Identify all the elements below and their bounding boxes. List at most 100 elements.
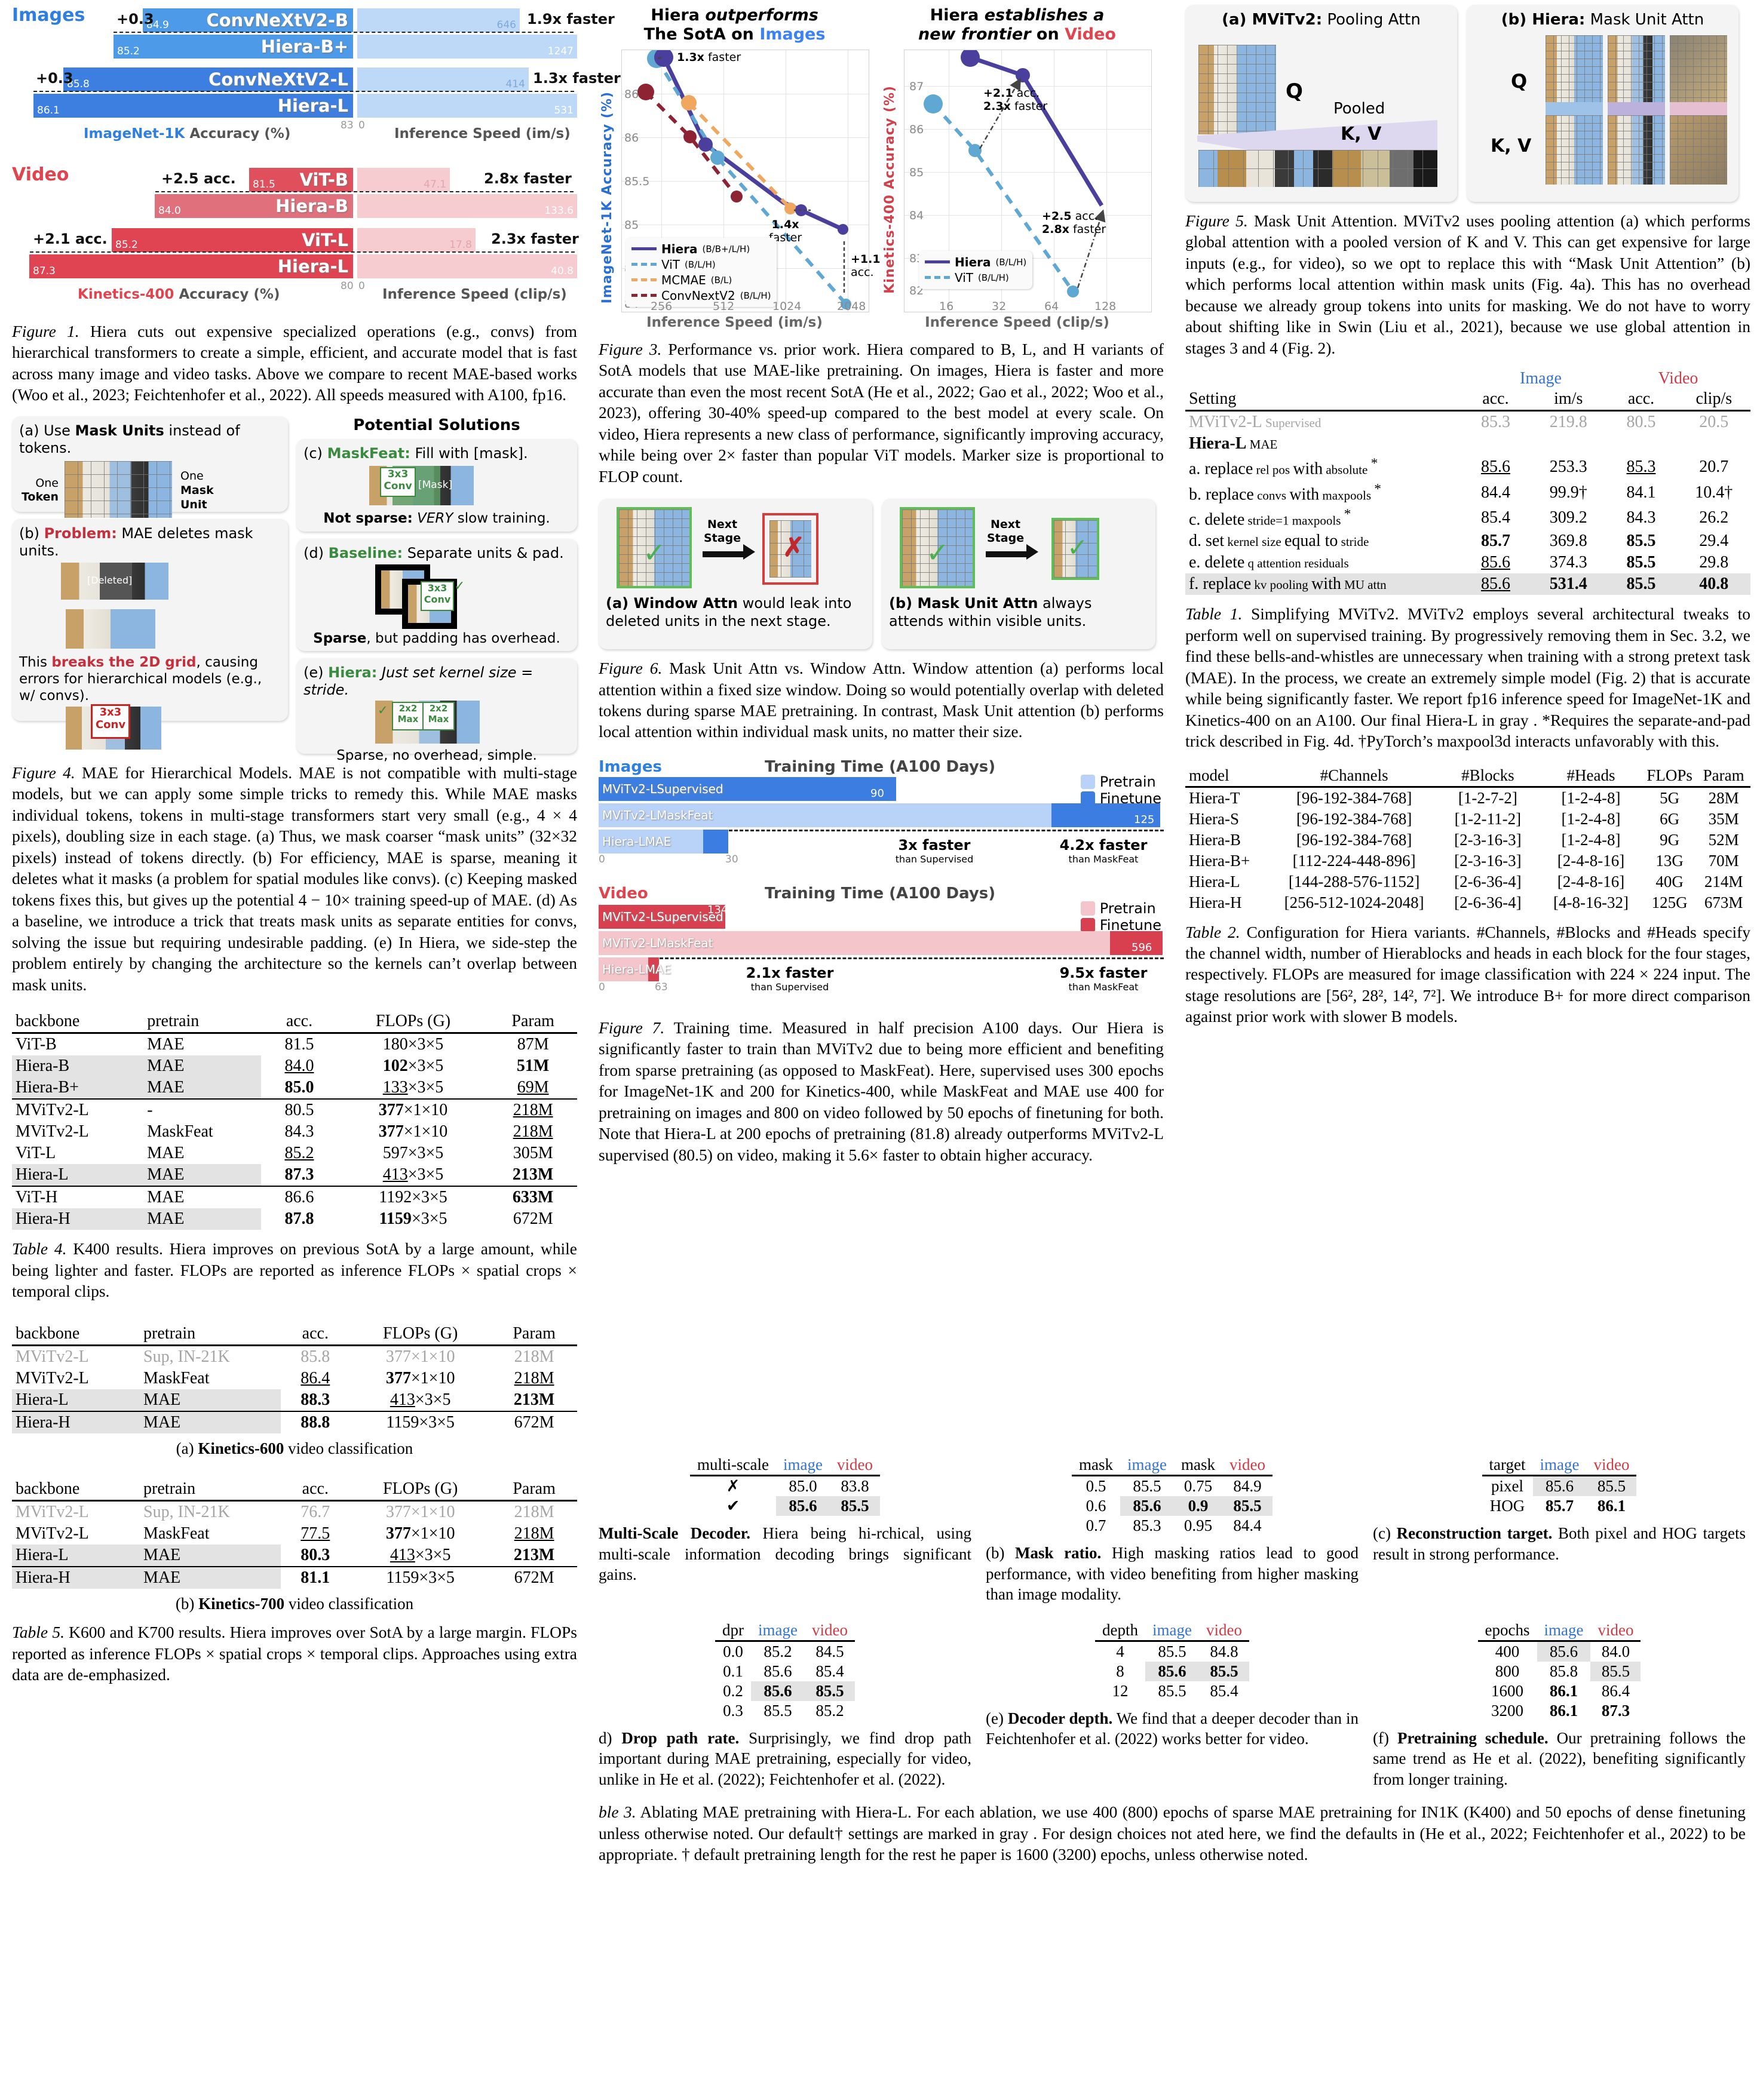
table-cell: 85.0 — [284, 1078, 314, 1097]
table-cell: MAE — [147, 1035, 185, 1054]
panel-b-caption: (b) Mask Unit Attn always attends within… — [889, 595, 1092, 630]
table-row: Hiera-T [96-192-384-768] [1-2-7-2] [1-2-4-8… — [1185, 787, 1750, 809]
column-header: depth — [1102, 1620, 1138, 1639]
accuracy-bar: ConvNeXtV2-L 85.8 — [63, 67, 353, 91]
figure7-images: Images Training Time (A100 Days) Pretrai… — [599, 758, 1164, 869]
chart-legend: Hiera (B/B+/L/H) ViT (B/L/H) MCMAE (B/L) Co… — [625, 237, 777, 307]
table-cell: 99.9† — [1549, 483, 1587, 502]
table-cell: MAE — [147, 1188, 185, 1207]
table-1: Image Video Setting acc. im/s acc. clip/… — [1185, 369, 1750, 595]
setting-cell: Hiera-L MAE — [1189, 434, 1278, 453]
table-row: Hiera-S [96-192-384-768] [1-2-11-2] [1-2-4-… — [1185, 809, 1750, 830]
ablation-cell: multi-scale image video ✗ 85.0 83.8 ✔ 85.6 85.5 M… — [599, 1455, 971, 1605]
table-cell: 672M — [514, 1413, 554, 1432]
figure-3-caption: Figure 3. Performance vs. prior work. Hi… — [599, 339, 1164, 486]
table-cell: [2-4-8-16] — [1557, 851, 1625, 870]
table-cell: 8 — [1116, 1662, 1124, 1680]
figure6-panel-b: ✓ Next Stage ✓ (b) Mask Unit Attn always … — [882, 499, 1155, 650]
speedup-note: 2.1x faster than Supervised — [746, 964, 834, 993]
ablation-table: dpr image video 0.0 85.2 84.5 0.1 85.6 85.4 0.2 85… — [715, 1620, 855, 1721]
figure1-bar-row: Hiera-L 87.3 40.8 — [12, 254, 577, 278]
table-cell: 253.3 — [1549, 458, 1587, 477]
panel-a-title: (a) MViTv2: Pooling Attn — [1222, 11, 1421, 29]
model-label: ConvNeXtV2-L — [208, 69, 348, 90]
table-row: 0.6 85.6 0.9 85.5 — [1072, 1496, 1273, 1516]
table-cell: 86.4 — [301, 1369, 330, 1388]
table-header-row: model #Channels #Blocks #Heads FLOPs Par… — [1189, 766, 1744, 784]
q-label: Q — [1286, 79, 1303, 104]
arrow-line — [660, 957, 1164, 959]
table-row: ✗ 85.0 83.8 — [690, 1475, 880, 1497]
accuracy-value: 81.5 — [253, 179, 275, 191]
table-cell: 85.4 — [1480, 508, 1510, 527]
figure7-images-axis-title: Training Time (A100 Days) — [765, 757, 996, 776]
finetune-bar — [1051, 803, 1160, 827]
speed-bar: 17.8 — [357, 228, 476, 252]
table-cell: 0.5 — [1086, 1477, 1106, 1495]
mask-unit-column-2 — [1608, 35, 1665, 185]
table-row: Hiera-H MAE 81.1 1159×3×5 672M — [12, 1567, 577, 1589]
mask-unit-column-3 — [1670, 35, 1727, 185]
table-row: 0.0 85.2 84.5 — [715, 1641, 855, 1662]
table-cell: 85.5 — [1198, 1661, 1249, 1681]
model-label: Hiera-LMAE — [602, 962, 672, 977]
arrow-line — [729, 829, 1164, 831]
mask-unit-image — [65, 461, 172, 518]
column-header: image — [1540, 1456, 1580, 1473]
legend-item: Pretrain — [1080, 900, 1161, 917]
table-cell: 84.1 — [1626, 483, 1656, 502]
table-cell: 85.6 — [751, 1681, 805, 1701]
table-cell: 800 — [1495, 1662, 1520, 1680]
table-row: b. replace convs with maxpools * 84.4 99.9… — [1185, 480, 1750, 505]
model-label: MViTv2-LSupervised — [602, 909, 723, 924]
check-icon: ✓ — [643, 538, 666, 569]
table-cell: 0.1 — [723, 1662, 743, 1680]
figure-6: ✓ Next Stage ✗ (a) Window Attn would leak… — [599, 499, 1164, 650]
acc-delta: +2.1 acc. — [33, 231, 108, 247]
table-cell: 377×1×10 — [385, 1503, 455, 1522]
table-cell: MViTv2-L — [16, 1524, 89, 1543]
figure7-bar-row: Hiera-LMAE — [599, 828, 1164, 855]
figure1-bar-row: ConvNeXtV2-B 84.9 646 +0.3 1.9x faster — [12, 8, 615, 32]
figure-7: Images Training Time (A100 Days) Pretrai… — [599, 758, 1164, 1009]
table-row: MViTv2-L Sup, IN-21K 76.7 377×1×10 218M — [12, 1500, 577, 1524]
column-header: video — [1598, 1620, 1634, 1639]
table-cell: 85.2 — [764, 1642, 792, 1660]
table-row: Hiera-H [256-512-1024-2048] [2-6-36-4] [4-8… — [1185, 892, 1750, 913]
panel-a-title: (a) Use Mask Units instead of tokens. — [19, 422, 240, 456]
table-cell: 85.6 — [775, 1496, 830, 1516]
table-row: a. replace rel pos with absolute * 85.6 25… — [1185, 455, 1750, 480]
ablation-table: target image video pixel 85.6 85.5 HOG 85.7 86.1 — [1482, 1455, 1637, 1516]
bar-value: 125 — [1134, 813, 1155, 826]
model-label: ViT-L — [302, 230, 348, 250]
ablation-row-2: dpr image video 0.0 85.2 84.5 0.1 85.6 85.4 0.2 85… — [599, 1620, 1746, 1790]
table-cell: 85.0 — [789, 1477, 817, 1495]
table-cell: 1600 — [1491, 1681, 1523, 1700]
pooled-kv-image — [1198, 150, 1437, 188]
table-cell: 213M — [513, 1390, 555, 1410]
table-cell: 4 — [1116, 1642, 1124, 1660]
table-cell: Hiera-L — [12, 1164, 144, 1187]
model-label: ViT-B — [299, 170, 348, 190]
table-cell: [2-6-36-4] — [1454, 893, 1522, 911]
arrow-icon — [986, 551, 1028, 558]
table-row: HOG 85.7 86.1 — [1482, 1496, 1637, 1516]
column-header: mask — [1079, 1456, 1113, 1473]
figure-4-caption: Figure 4. MAE for Hierarchical Models. M… — [12, 763, 577, 994]
column-header: image — [1127, 1456, 1167, 1473]
table-cell: 84.0 — [284, 1057, 314, 1076]
table-cell: 85.4 — [1210, 1681, 1238, 1700]
figure-5: (a) MViTv2: Pooling Attn Q Pooled K, V (… — [1185, 5, 1750, 202]
table-cell: 305M — [513, 1144, 553, 1163]
table-row: d. set kernel size equal to stride 85.7 36… — [1185, 530, 1750, 552]
column-header: multi-scale — [697, 1456, 769, 1473]
table-cell: [96-192-384-768] — [1296, 788, 1412, 807]
table-row: c. delete stride=1 maxpools * 85.4 309.2 84… — [1185, 505, 1750, 530]
legend-item: Pretrain — [1080, 773, 1161, 790]
table-row: Hiera-B [96-192-384-768] [2-3-16-3] [1-2-4-… — [1185, 830, 1750, 851]
figure4-panel-c: (c) MaskFeat: Fill with [mask]. 3x3 Conv… — [296, 438, 577, 532]
figure1-bar-row: ViT-L 85.2 17.8 +2.1 acc. 2.3x faster — [12, 228, 579, 252]
table-row: MViTv2-L MaskFeat 77.5 377×1×10 218M — [12, 1523, 577, 1545]
arrow-line — [30, 251, 575, 253]
table-cell: 400 — [1495, 1642, 1520, 1660]
